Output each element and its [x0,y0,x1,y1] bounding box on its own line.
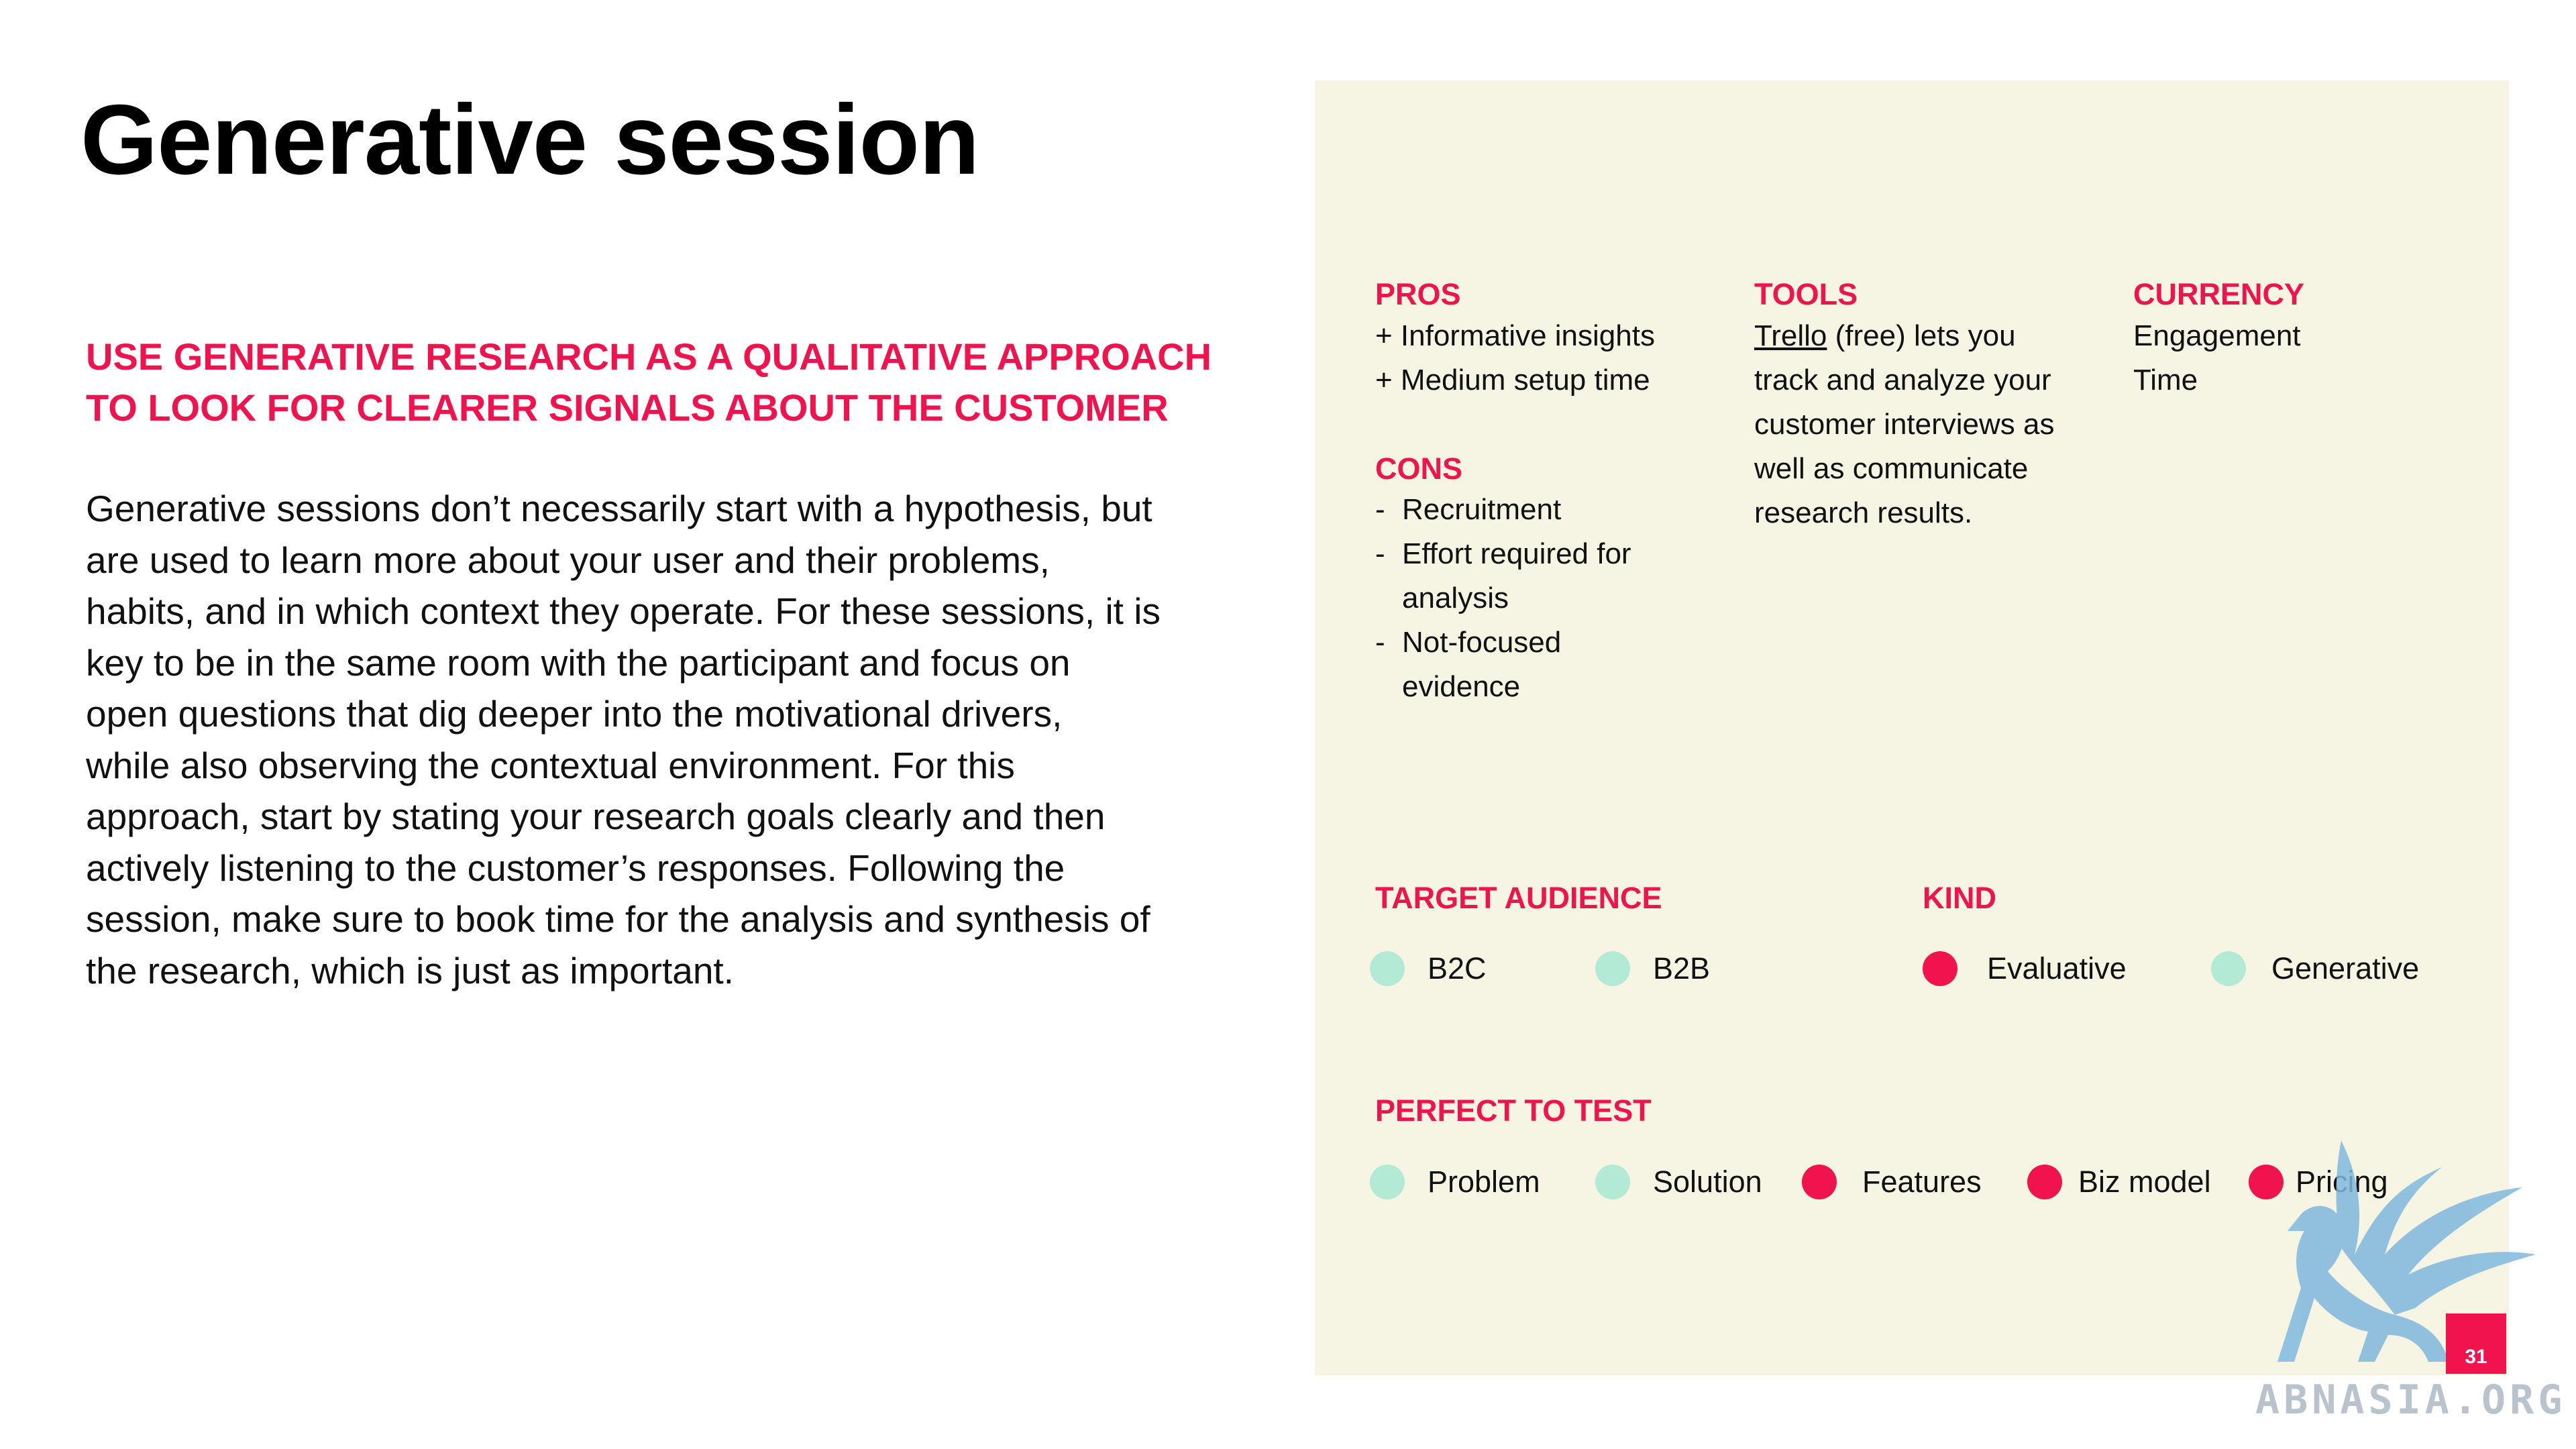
body-line: key to be in the same room with the part… [86,641,1071,684]
pros-item: + Medium setup time [1375,364,1650,396]
trello-link[interactable]: Trello [1754,319,1827,352]
pros-label: PROS [1375,277,1461,311]
cons-item-cont: evidence [1402,670,1521,703]
tools-text: Trello (free) lets you track and analyze… [1754,319,2055,529]
dash-bullet: - [1375,626,1385,659]
kind-label: KIND [1923,881,1996,915]
dash-bullet: - [1375,537,1385,570]
kind-option-generative: Generative [2211,951,2419,986]
currency-item: Time [2133,364,2198,396]
tools-label: TOOLS [1754,277,1858,311]
body-line: open questions that dig deeper into the … [86,693,1063,735]
currency-label: CURRENCY [2133,277,2305,311]
body-line: the research, which is just as important… [86,949,734,991]
page-title: Generative session [80,85,979,195]
cons-item: - Effort required for [1375,532,1631,576]
test-option-biz-model: Biz model [2027,1165,2211,1199]
subtitle-line: USE GENERATIVE RESEARCH AS A QUALITATIVE… [86,335,1212,378]
dash-bullet: - [1375,493,1385,526]
griffin-logo-icon [2277,1140,2536,1362]
test-option-problem: Problem [1370,1165,1540,1199]
status-dot [1370,951,1405,986]
body-line: session, make sure to book time for the … [86,898,1150,940]
body-line: Generative sessions don’t necessarily st… [86,488,1152,529]
status-dot [1802,1165,1837,1199]
watermark-text: ABNASIA.ORG [2255,1377,2567,1424]
body-paragraph: Generative sessions don’t necessarily st… [86,483,1240,996]
kind-option-evaluative: Evaluative [1923,951,2127,986]
status-dot [1370,1165,1405,1199]
pros-item: + Informative insights [1375,319,1655,352]
subtitle: USE GENERATIVE RESEARCH AS A QUALITATIVE… [86,331,1226,433]
status-dot [2211,951,2246,986]
status-dot [1923,951,1957,986]
cons-item-cont: analysis [1402,582,1509,614]
body-line: habits, and in which context they operat… [86,590,1161,632]
status-dot [2249,1165,2284,1199]
body-line: approach, start by stating your research… [86,796,1106,837]
pros-list: + Informative insights + Medium setup ti… [1375,314,1655,402]
cons-item: - Recruitment [1375,488,1631,532]
body-line: are used to learn more about your user a… [86,539,1050,581]
page-number: 31 [2446,1313,2506,1374]
status-dot [1595,951,1630,986]
target-audience-label: TARGET AUDIENCE [1375,881,1662,915]
test-option-solution: Solution [1595,1165,1762,1199]
audience-option-b2c: B2C [1370,951,1487,986]
info-panel [1315,80,2509,1375]
perfect-to-test-label: PERFECT TO TEST [1375,1093,1652,1128]
status-dot [1595,1165,1630,1199]
test-option-features: Features [1802,1165,1982,1199]
subtitle-line: TO LOOK FOR CLEARER SIGNALS ABOUT THE CU… [86,386,1169,429]
currency-list: Engagement Time [2133,314,2301,402]
cons-item: - Not-focused [1375,621,1631,665]
currency-item: Engagement [2133,319,2301,352]
body-line: actively listening to the customer’s res… [86,847,1065,889]
status-dot [2027,1165,2062,1199]
cons-list: - Recruitment - Effort required for analys… [1375,488,1631,709]
cons-label: CONS [1375,451,1463,486]
audience-option-b2b: B2B [1595,951,1710,986]
body-line: while also observing the contextual envi… [86,744,1015,786]
